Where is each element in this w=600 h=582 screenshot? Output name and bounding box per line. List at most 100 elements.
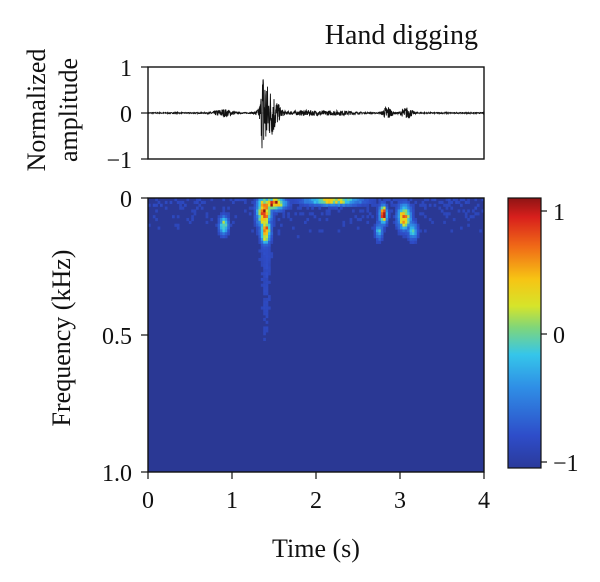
spectrogram-cell bbox=[222, 223, 226, 227]
spectrogram-cell bbox=[337, 203, 341, 207]
spectrogram-cell bbox=[400, 200, 403, 204]
spectrogram-ylabel: Frequency (kHz) bbox=[47, 250, 76, 427]
spectrogram-cell bbox=[263, 280, 266, 284]
spectrogram-cell bbox=[448, 203, 451, 207]
spectrogram-cell bbox=[356, 226, 360, 230]
spectrogram-cell bbox=[397, 198, 401, 202]
colorbar-tick-label-bottom: −1 bbox=[553, 451, 579, 477]
spectrogram-cell bbox=[359, 217, 362, 222]
spectrogram-cell bbox=[400, 212, 403, 216]
spectrogram-cell bbox=[361, 198, 365, 202]
spectrogram-cell bbox=[438, 206, 442, 210]
spectrogram-cell bbox=[193, 209, 197, 213]
spectrogram-cell bbox=[263, 240, 266, 244]
spectrogram-cell bbox=[234, 215, 238, 219]
spectrogram-cell bbox=[253, 215, 257, 219]
spectrogram-cell bbox=[380, 220, 384, 224]
spectrogram-cell bbox=[186, 198, 190, 202]
spectrogram-cell bbox=[445, 203, 449, 207]
spectrogram-cell bbox=[263, 198, 266, 202]
spectrogram-cell bbox=[174, 198, 178, 202]
spectrogram-cell bbox=[289, 206, 293, 210]
spectrogram-cell bbox=[227, 232, 230, 236]
spectrogram-cell bbox=[448, 212, 451, 216]
spectrogram-cell bbox=[258, 200, 262, 204]
colorbar-gradient bbox=[507, 197, 542, 469]
spectrogram-cell bbox=[236, 198, 240, 202]
spectrogram-cell bbox=[412, 203, 415, 207]
spectrogram-cell bbox=[412, 235, 415, 239]
spectrogram-cell bbox=[265, 215, 269, 219]
spectrogram-cell bbox=[412, 217, 415, 222]
spectrogram-cell bbox=[400, 203, 403, 207]
spectrogram-cell bbox=[368, 200, 372, 204]
spectrogram-cell bbox=[416, 229, 420, 233]
spectrogram-cell bbox=[301, 200, 305, 204]
spectrogram-cell bbox=[217, 232, 221, 236]
spectrogram-cell bbox=[366, 215, 370, 219]
spectrogram-cell bbox=[241, 198, 245, 202]
spectrogram-cell bbox=[400, 220, 403, 224]
spectrogram-cell bbox=[217, 220, 221, 224]
spectrogram-cell bbox=[299, 206, 302, 210]
spectrogram-cell bbox=[263, 257, 266, 262]
spectrogram-cell bbox=[282, 212, 286, 216]
spectrogram-cell bbox=[409, 220, 413, 224]
spectrogram-cell bbox=[407, 226, 410, 230]
spectrogram-cell bbox=[260, 243, 264, 247]
spectrogram-cell bbox=[347, 203, 350, 207]
spectrogram-cell bbox=[304, 200, 307, 204]
spectrogram-cell bbox=[220, 235, 223, 239]
spectrogram-cell bbox=[296, 206, 300, 210]
spectrogram-cell bbox=[260, 223, 264, 227]
spectrogram-cell bbox=[349, 217, 353, 222]
spectrogram-cell bbox=[352, 209, 355, 213]
spectrogram-cell bbox=[224, 217, 228, 222]
spectrogram-cell bbox=[200, 206, 204, 210]
spectrogram-cell bbox=[280, 223, 283, 227]
spectrogram-cell bbox=[414, 220, 418, 224]
spectrogram-cell bbox=[280, 198, 283, 202]
spectrogram-cell bbox=[376, 235, 379, 239]
spectrogram-cell bbox=[400, 206, 403, 210]
spectrogram-cell bbox=[256, 223, 259, 227]
spectrogram-cell bbox=[292, 226, 295, 230]
spectrogram-cell bbox=[260, 263, 264, 267]
spectrogram-cell bbox=[409, 223, 413, 227]
spectrogram-cell bbox=[265, 309, 269, 313]
spectrogram-cell bbox=[160, 203, 163, 207]
spectrogram-cell bbox=[409, 215, 413, 219]
spectrogram-cell bbox=[400, 229, 403, 233]
spectrogram-cell bbox=[265, 329, 269, 333]
spectrogram-cell bbox=[265, 203, 269, 207]
spectrogram-cell bbox=[224, 220, 228, 224]
spectrogram-cell bbox=[424, 229, 427, 233]
spectrogram-cell bbox=[366, 209, 370, 213]
spectrogram-cell bbox=[421, 203, 425, 207]
spectrogram-cell bbox=[424, 198, 427, 202]
spectrogram-cell bbox=[404, 220, 408, 224]
spectrogram-cell bbox=[388, 209, 391, 213]
spectrogram-cell bbox=[263, 206, 266, 210]
spectrogram-cell bbox=[397, 212, 401, 216]
spectrogram-cell bbox=[287, 200, 290, 204]
spectrogram-cell bbox=[325, 200, 329, 204]
spectrogram-cell bbox=[325, 217, 329, 222]
spectrogram-cell bbox=[395, 226, 398, 230]
spectrogram-cell bbox=[445, 206, 449, 210]
spectrogram-cell bbox=[383, 200, 386, 204]
spectrogram-cell bbox=[342, 203, 346, 207]
spectrogram-cell bbox=[320, 203, 324, 207]
spectrogram-cell bbox=[282, 198, 286, 202]
spectrogram-cell bbox=[265, 297, 269, 302]
spectrogram-cell bbox=[260, 200, 264, 204]
spectrogram-cell bbox=[412, 223, 415, 227]
spectrogram-cell bbox=[284, 203, 288, 207]
spectrogram-cell bbox=[385, 212, 389, 216]
spectrogram-cell bbox=[263, 200, 266, 204]
spectrogram-cell bbox=[337, 229, 341, 233]
spectrogram-cell bbox=[469, 215, 473, 219]
spectrogram-cell bbox=[265, 223, 269, 227]
spectrogram-cell bbox=[275, 206, 278, 210]
spectrogram-cell bbox=[265, 246, 269, 250]
